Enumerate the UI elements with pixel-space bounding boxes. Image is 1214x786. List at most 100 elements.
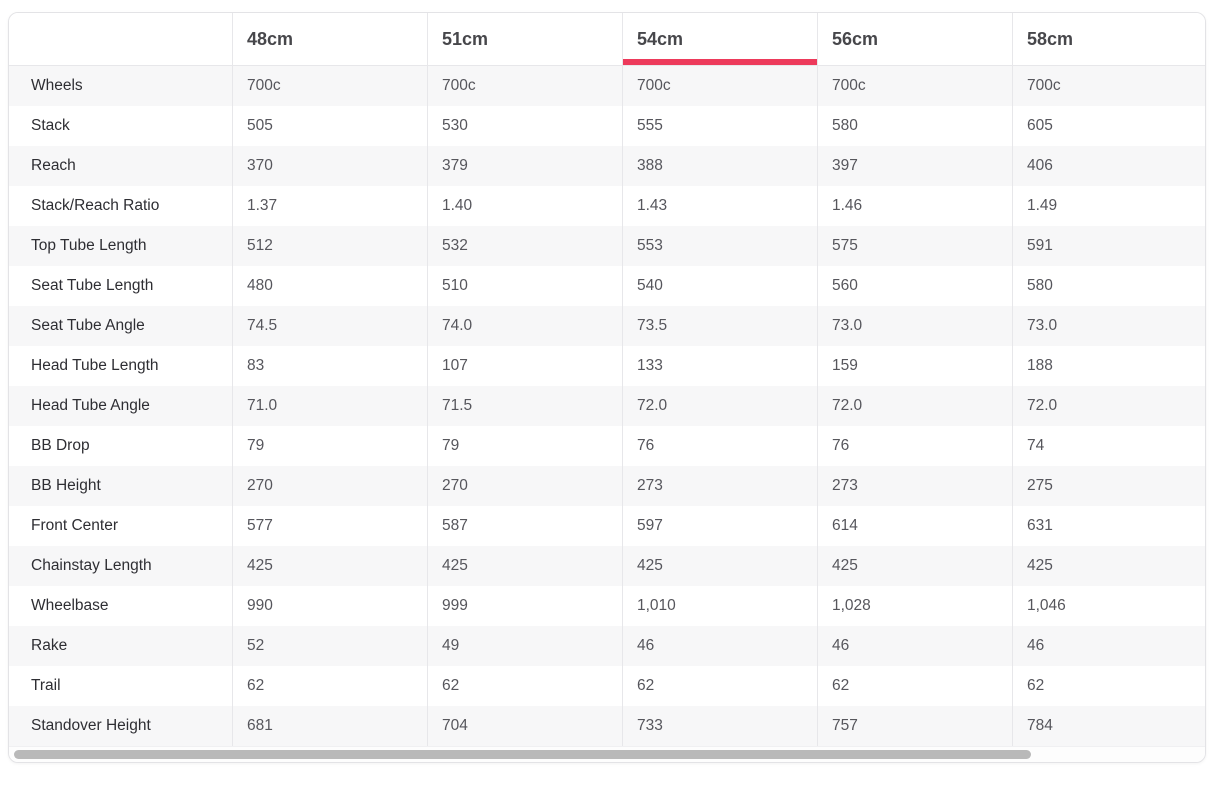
cell-value: 46 xyxy=(622,626,817,666)
cell-value: 370 xyxy=(232,146,427,186)
table-row: Stack/Reach Ratio 1.37 1.40 1.43 1.46 1.49 xyxy=(9,186,1205,226)
cell-value: 273 xyxy=(817,466,1012,506)
cell-value: 275 xyxy=(1012,466,1205,506)
cell-value: 580 xyxy=(1012,266,1205,306)
cell-value: 159 xyxy=(817,346,1012,386)
table-row: Trail 62 62 62 62 62 xyxy=(9,666,1205,706)
cell-value: 700c xyxy=(622,66,817,106)
cell-value: 480 xyxy=(232,266,427,306)
size-column-label: 48cm xyxy=(247,28,294,49)
horizontal-scrollbar[interactable] xyxy=(9,746,1205,762)
row-label: Wheels xyxy=(31,77,83,94)
table-row: Standover Height 681 704 733 757 784 xyxy=(9,706,1205,746)
cell-value: 425 xyxy=(817,546,1012,586)
cell-value: 700c xyxy=(232,66,427,106)
cell-value: 700c xyxy=(427,66,622,106)
cell-value: 133 xyxy=(622,346,817,386)
cell-value: 379 xyxy=(427,146,622,186)
cell-value: 1,046 xyxy=(1012,586,1205,626)
cell-value: 62 xyxy=(622,666,817,706)
cell-value: 555 xyxy=(622,106,817,146)
scrollbar-thumb[interactable] xyxy=(14,750,1031,759)
table-row: Wheelbase 990 999 1,010 1,028 1,046 xyxy=(9,586,1205,626)
cell-value: 505 xyxy=(232,106,427,146)
cell-value: 74 xyxy=(1012,426,1205,466)
size-column-header-51cm[interactable]: 51cm xyxy=(427,13,622,66)
cell-value: 1.49 xyxy=(1012,186,1205,226)
table-row: Head Tube Angle 71.0 71.5 72.0 72.0 72.0 xyxy=(9,386,1205,426)
row-label: Standover Height xyxy=(31,717,151,734)
cell-value: 62 xyxy=(817,666,1012,706)
cell-value: 1.46 xyxy=(817,186,1012,226)
table-row: Seat Tube Length 480 510 540 560 580 xyxy=(9,266,1205,306)
row-label: Top Tube Length xyxy=(31,237,147,254)
size-column-header-58cm[interactable]: 58cm xyxy=(1012,13,1205,66)
row-label: Stack xyxy=(31,117,70,134)
cell-value: 1.43 xyxy=(622,186,817,226)
table-row: Top Tube Length 512 532 553 575 591 xyxy=(9,226,1205,266)
cell-value: 999 xyxy=(427,586,622,626)
cell-value: 72.0 xyxy=(1012,386,1205,426)
cell-value: 553 xyxy=(622,226,817,266)
cell-value: 587 xyxy=(427,506,622,546)
geometry-table: 48cm 51cm 54cm 56cm 58cm Wheels 700c 700c 700c 7… xyxy=(9,13,1205,746)
cell-value: 76 xyxy=(622,426,817,466)
table-row: Chainstay Length 425 425 425 425 425 xyxy=(9,546,1205,586)
cell-value: 270 xyxy=(427,466,622,506)
cell-value: 532 xyxy=(427,226,622,266)
cell-value: 49 xyxy=(427,626,622,666)
cell-value: 188 xyxy=(1012,346,1205,386)
cell-value: 73.0 xyxy=(1012,306,1205,346)
cell-value: 62 xyxy=(427,666,622,706)
cell-value: 76 xyxy=(817,426,1012,466)
cell-value: 591 xyxy=(1012,226,1205,266)
cell-value: 510 xyxy=(427,266,622,306)
cell-value: 74.0 xyxy=(427,306,622,346)
cell-value: 406 xyxy=(1012,146,1205,186)
table-row: Wheels 700c 700c 700c 700c 700c xyxy=(9,66,1205,106)
cell-value: 73.5 xyxy=(622,306,817,346)
cell-value: 79 xyxy=(232,426,427,466)
cell-value: 71.0 xyxy=(232,386,427,426)
cell-value: 700c xyxy=(1012,66,1205,106)
cell-value: 425 xyxy=(622,546,817,586)
cell-value: 107 xyxy=(427,346,622,386)
size-column-label: 54cm xyxy=(637,28,684,49)
size-column-label: 58cm xyxy=(1027,28,1074,49)
cell-value: 52 xyxy=(232,626,427,666)
row-label: Wheelbase xyxy=(31,597,109,614)
cell-value: 580 xyxy=(817,106,1012,146)
cell-value: 540 xyxy=(622,266,817,306)
cell-value: 273 xyxy=(622,466,817,506)
size-column-header-48cm[interactable]: 48cm xyxy=(232,13,427,66)
cell-value: 388 xyxy=(622,146,817,186)
table-row: Reach 370 379 388 397 406 xyxy=(9,146,1205,186)
cell-value: 704 xyxy=(427,706,622,746)
geometry-table-container: 48cm 51cm 54cm 56cm 58cm Wheels 700c 700c 700c 7… xyxy=(8,12,1206,763)
cell-value: 577 xyxy=(232,506,427,546)
cell-value: 62 xyxy=(1012,666,1205,706)
size-column-header-54cm[interactable]: 54cm xyxy=(622,13,817,66)
page: 48cm 51cm 54cm 56cm 58cm Wheels 700c 700c 700c 7… xyxy=(0,12,1214,786)
row-label: BB Height xyxy=(31,477,101,494)
cell-value: 83 xyxy=(232,346,427,386)
cell-value: 46 xyxy=(1012,626,1205,666)
cell-value: 700c xyxy=(817,66,1012,106)
row-label: Front Center xyxy=(31,517,119,534)
cell-value: 575 xyxy=(817,226,1012,266)
table-row: BB Drop 79 79 76 76 74 xyxy=(9,426,1205,466)
cell-value: 425 xyxy=(232,546,427,586)
size-column-header-56cm[interactable]: 56cm xyxy=(817,13,1012,66)
cell-value: 560 xyxy=(817,266,1012,306)
cell-value: 1,010 xyxy=(622,586,817,626)
cell-value: 631 xyxy=(1012,506,1205,546)
table-row: Seat Tube Angle 74.5 74.0 73.5 73.0 73.0 xyxy=(9,306,1205,346)
table-row: Stack 505 530 555 580 605 xyxy=(9,106,1205,146)
row-label: Head Tube Angle xyxy=(31,397,150,414)
cell-value: 1.37 xyxy=(232,186,427,226)
cell-value: 72.0 xyxy=(622,386,817,426)
row-label: Stack/Reach Ratio xyxy=(31,197,160,214)
cell-value: 530 xyxy=(427,106,622,146)
table-row: BB Height 270 270 273 273 275 xyxy=(9,466,1205,506)
cell-value: 270 xyxy=(232,466,427,506)
